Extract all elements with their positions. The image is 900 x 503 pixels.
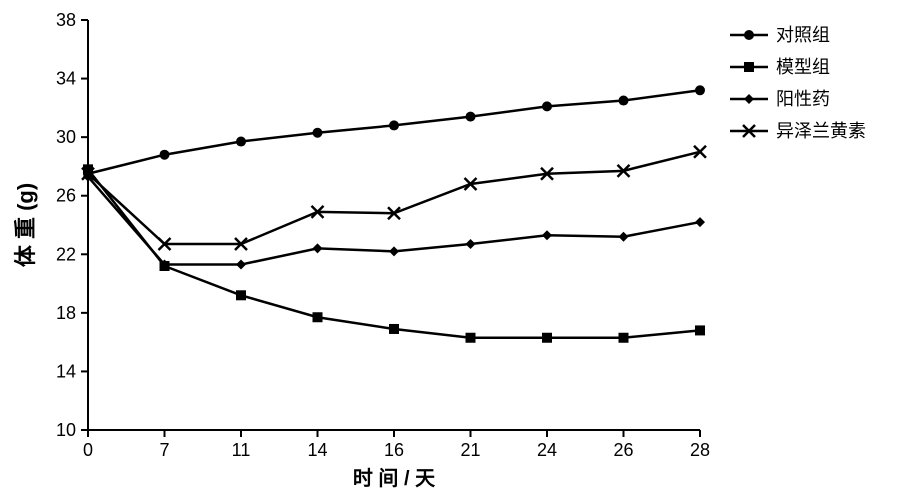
y-tick-label: 38 bbox=[56, 10, 76, 30]
legend-label: 异泽兰黄素 bbox=[776, 121, 866, 141]
marker-diamond bbox=[695, 217, 705, 227]
x-tick-label: 14 bbox=[307, 440, 327, 460]
y-tick-label: 30 bbox=[56, 127, 76, 147]
marker-circle bbox=[466, 112, 476, 122]
series-line bbox=[88, 152, 700, 244]
y-tick-label: 10 bbox=[56, 420, 76, 440]
marker-circle bbox=[313, 128, 323, 138]
y-tick-label: 26 bbox=[56, 186, 76, 206]
marker-square bbox=[313, 312, 323, 322]
x-tick-label: 21 bbox=[460, 440, 480, 460]
legend-label: 模型组 bbox=[776, 57, 830, 77]
x-tick-label: 7 bbox=[159, 440, 169, 460]
legend-label: 对照组 bbox=[776, 25, 830, 45]
marker-diamond bbox=[313, 243, 323, 253]
marker-circle bbox=[695, 85, 705, 95]
legend-label: 阳性药 bbox=[776, 89, 830, 109]
marker-circle bbox=[160, 150, 170, 160]
marker-square bbox=[695, 325, 705, 335]
marker-circle bbox=[744, 30, 754, 40]
y-tick-label: 34 bbox=[56, 69, 76, 89]
y-tick-label: 14 bbox=[56, 361, 76, 381]
marker-diamond bbox=[619, 232, 629, 242]
marker-diamond bbox=[466, 239, 476, 249]
series-line bbox=[88, 90, 700, 173]
x-tick-label: 26 bbox=[613, 440, 633, 460]
x-tick-label: 28 bbox=[690, 440, 710, 460]
marker-circle bbox=[619, 96, 629, 106]
marker-square bbox=[466, 333, 476, 343]
marker-square bbox=[744, 62, 754, 72]
marker-diamond bbox=[542, 230, 552, 240]
x-tick-label: 0 bbox=[83, 440, 93, 460]
marker-square bbox=[619, 333, 629, 343]
marker-circle bbox=[389, 120, 399, 130]
marker-circle bbox=[236, 137, 246, 147]
marker-circle bbox=[542, 101, 552, 111]
y-axis-label: 体 重 (g) bbox=[13, 183, 38, 267]
x-axis-label: 时 间 / 天 bbox=[353, 467, 436, 490]
marker-diamond bbox=[744, 94, 754, 104]
marker-square bbox=[542, 333, 552, 343]
line-chart: 10 14 18 22 26 30 34 38 0 7 11 14 16 21 24 26 28 体 重 (g) 时… bbox=[0, 0, 900, 503]
y-tick-label: 22 bbox=[56, 244, 76, 264]
x-tick-label: 24 bbox=[537, 440, 557, 460]
x-tick-label: 16 bbox=[384, 440, 404, 460]
y-tick-label: 18 bbox=[56, 303, 76, 323]
chart-svg: 10 14 18 22 26 30 34 38 0 7 11 14 16 21 24 26 28 体 重 (g) 时… bbox=[0, 0, 900, 503]
x-tick-label: 11 bbox=[232, 440, 251, 460]
marker-diamond bbox=[389, 246, 399, 256]
marker-square bbox=[236, 290, 246, 300]
marker-diamond bbox=[236, 260, 246, 270]
marker-square bbox=[389, 324, 399, 334]
